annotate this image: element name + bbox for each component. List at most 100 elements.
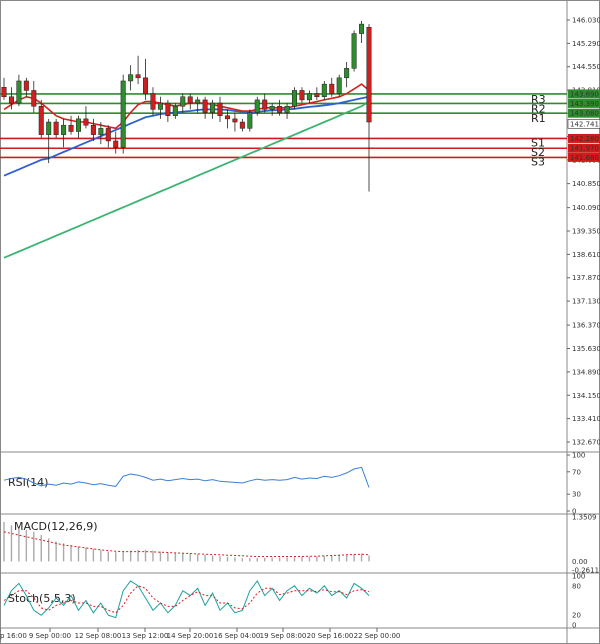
candle-body xyxy=(321,83,327,98)
stoch-d-line xyxy=(3,585,370,614)
candle-body xyxy=(292,90,298,107)
level-tag-bg xyxy=(568,152,600,162)
ma-slow-line xyxy=(3,100,370,259)
candle-body xyxy=(306,93,312,101)
candle-body xyxy=(90,124,96,135)
candle-body xyxy=(284,105,290,113)
candle-body xyxy=(61,124,67,135)
level-tag-label: 141.680 xyxy=(570,154,599,162)
candle-body xyxy=(143,77,149,94)
price-tick-label: 136.370 xyxy=(572,322,600,330)
candle-body xyxy=(16,80,22,104)
candle-body xyxy=(105,128,111,142)
candle-body xyxy=(329,83,335,94)
candle-body xyxy=(210,102,216,113)
x-axis-label: 13 Sep 12:00 xyxy=(122,632,169,640)
rsi-tick-label: 0 xyxy=(572,508,576,516)
level-tag-bg xyxy=(568,143,600,153)
candle-body xyxy=(8,96,14,104)
x-axis-label: 19 Sep 08:00 xyxy=(260,632,307,640)
candle-body xyxy=(262,99,268,110)
candle-body xyxy=(180,96,186,107)
price-tick-label: 146.030 xyxy=(572,17,600,25)
rsi-line xyxy=(3,466,370,488)
x-axis-label: 20 Sep 16:00 xyxy=(307,632,354,640)
level-tag-bg xyxy=(568,108,600,118)
rsi-tick-label: 30 xyxy=(572,491,581,499)
x-axis-label: 9 Sep 00:00 xyxy=(29,632,71,640)
rsi-tick-label: 70 xyxy=(572,468,581,476)
candle-body xyxy=(31,90,37,107)
ma-mid-line xyxy=(3,95,370,177)
x-axis-label: p 16:00 xyxy=(0,632,27,640)
candle-body xyxy=(75,118,81,132)
candle-body xyxy=(165,102,171,116)
price-tick-label: 140.090 xyxy=(572,204,600,212)
candle-body xyxy=(38,105,44,135)
stoch-tick-label: 0 xyxy=(572,622,576,630)
level-tag-label: 143.080 xyxy=(570,110,599,118)
stoch-k-line xyxy=(3,579,370,619)
candle-body xyxy=(1,87,7,98)
candle-body xyxy=(68,124,74,132)
level-name-r1: R1 xyxy=(531,112,546,125)
price-tick-label: 137.130 xyxy=(572,298,600,306)
level-name-s2: S2 xyxy=(531,146,545,159)
candle-body xyxy=(314,93,320,98)
level-tag-bg xyxy=(568,98,600,108)
macd-tick-label: 1.3509 xyxy=(572,514,597,522)
price-tick-label: 137.870 xyxy=(572,274,600,282)
level-tag-label: 141.970 xyxy=(570,145,599,153)
candle-body xyxy=(83,118,89,126)
candle-body xyxy=(232,118,238,123)
stoch-tick-label: 80 xyxy=(572,582,581,590)
price-tick-label: 139.350 xyxy=(572,228,600,236)
candle-body xyxy=(53,121,59,135)
candle-body xyxy=(254,99,260,113)
candle-body xyxy=(195,99,201,104)
price-tick-label: 138.610 xyxy=(572,251,600,259)
stoch-label: Stoch(5,5,3) xyxy=(8,592,76,605)
stoch-tick-label: 20 xyxy=(572,612,581,620)
candle-body xyxy=(336,77,342,94)
candle-body xyxy=(224,115,230,120)
candle-body xyxy=(172,105,178,116)
x-axis-label: 16 Sep 04:00 xyxy=(214,632,261,640)
level-name-s1: S1 xyxy=(531,136,545,149)
macd-tick-label: 0.00 xyxy=(572,558,588,566)
price-tick-label: 134.890 xyxy=(572,368,600,376)
candle-body xyxy=(366,27,372,123)
candle-body xyxy=(239,121,245,129)
candle-body xyxy=(217,102,223,116)
candle-body xyxy=(128,74,134,82)
level-name-r2: R2 xyxy=(531,102,546,115)
rsi-label: RSI(14) xyxy=(8,476,48,489)
candle-body xyxy=(277,105,283,113)
macd-tick-label: -0.2611 xyxy=(572,567,599,575)
x-axis-label: 22 Sep 00:00 xyxy=(354,632,401,640)
candle-body xyxy=(135,74,141,79)
macd-label: MACD(12,26,9) xyxy=(14,520,98,533)
price-tick-label: 134.150 xyxy=(572,392,600,400)
current-price-tag xyxy=(567,119,600,129)
candle-body xyxy=(299,90,305,101)
candle-body xyxy=(23,80,29,91)
price-tick-label: 145.290 xyxy=(572,40,600,48)
candle-body xyxy=(113,140,119,148)
ma-fast-line xyxy=(3,83,370,130)
price-tick-label: 144.550 xyxy=(572,63,600,71)
x-axis-label: 14 Sep 20:00 xyxy=(167,632,214,640)
candle-body xyxy=(46,121,52,135)
candle-body xyxy=(157,102,163,110)
macd-signal-line xyxy=(3,531,370,557)
rsi-tick-label: 100 xyxy=(572,452,585,460)
current-price-label: 142.741 xyxy=(570,120,599,128)
level-tag-label: 142.280 xyxy=(570,135,599,143)
candle-body xyxy=(120,80,126,148)
candle-body xyxy=(344,68,350,79)
level-name-s3: S3 xyxy=(531,155,545,168)
candle-body xyxy=(187,96,193,104)
price-tick-label: 135.630 xyxy=(572,345,600,353)
